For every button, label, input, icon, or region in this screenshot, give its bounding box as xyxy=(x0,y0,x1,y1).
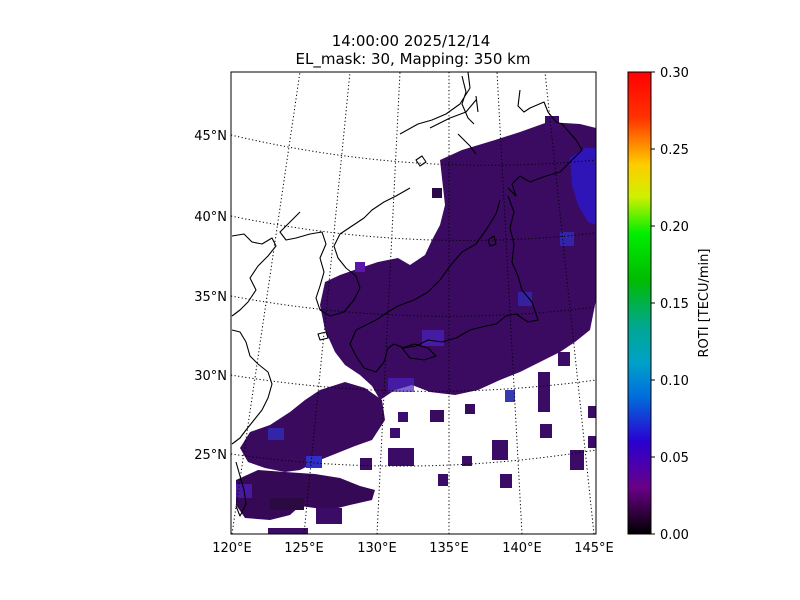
roti-cell xyxy=(465,404,475,414)
parallel-45 xyxy=(231,134,596,166)
roti-cell xyxy=(438,474,448,486)
colorbar-tick-label: 0.15 xyxy=(660,297,689,312)
roti-cell xyxy=(505,390,515,402)
roti-cell xyxy=(360,458,372,470)
roti-cell xyxy=(398,412,408,422)
roti-cell xyxy=(306,456,322,468)
coastline-taiwan xyxy=(235,461,247,517)
roti-cell xyxy=(570,450,584,470)
roti-cell xyxy=(462,456,472,466)
coastline-sado xyxy=(487,235,497,247)
title-line-2: EL_mask: 30, Mapping: 350 km xyxy=(296,50,531,69)
coastline-hokkaido xyxy=(507,89,583,197)
parallel-25 xyxy=(231,449,596,467)
roti-cell xyxy=(430,410,444,422)
coastline-shikoku xyxy=(401,343,437,361)
coastline-small-island xyxy=(415,155,427,167)
roti-cell xyxy=(316,508,342,524)
roti-cell xyxy=(388,378,414,392)
colorbar-label: ROTI [TECU/min] xyxy=(697,249,712,358)
graticule-parallels xyxy=(231,134,596,467)
roti-cell xyxy=(500,474,512,488)
coastline-sakhalin xyxy=(429,75,479,129)
roti-cell xyxy=(390,428,400,438)
lon-tick-label: 140°E xyxy=(502,541,542,556)
lon-tick-labels: 120°E 125°E 130°E 135°E 140°E 145°E xyxy=(212,541,614,556)
lon-tick-label: 135°E xyxy=(429,541,469,556)
coastline-korea xyxy=(279,187,411,317)
roti-cell xyxy=(588,406,596,418)
lon-tick-label: 120°E xyxy=(212,541,252,556)
colorbar-tick-label: 0.25 xyxy=(660,143,689,158)
parallel-30 xyxy=(231,374,596,392)
colorbar-tick-label: 0.10 xyxy=(660,374,689,389)
roti-cell xyxy=(422,330,444,346)
coastline-china-liaodong xyxy=(231,233,277,317)
colorbar-tick-label: 0.00 xyxy=(660,528,689,543)
coastlines xyxy=(231,72,583,517)
roti-cell xyxy=(492,440,508,460)
colorbar-tick-label: 0.05 xyxy=(660,451,689,466)
graticule-meridians xyxy=(231,72,595,534)
roti-cell xyxy=(270,498,304,510)
coastline-honshu-west xyxy=(367,199,501,325)
roti-cell xyxy=(560,232,574,246)
roti-cell xyxy=(268,428,284,440)
meridian-120 xyxy=(231,72,301,534)
colorbar-tick-label: 0.20 xyxy=(660,220,689,235)
coastline-china-east xyxy=(231,329,273,445)
colorbar-tick-label: 0.30 xyxy=(660,66,689,81)
lon-tick-label: 125°E xyxy=(284,541,324,556)
roti-cell xyxy=(588,436,596,448)
lat-tick-label: 35°N xyxy=(194,290,227,305)
roti-region-hokkaido-east-enhanced xyxy=(570,148,596,225)
roti-cell xyxy=(355,262,365,272)
lat-tick-label: 40°N xyxy=(194,210,227,225)
roti-region-japan-mainland xyxy=(320,122,596,400)
meridian-140 xyxy=(496,72,523,534)
roti-cell xyxy=(268,528,308,534)
map-frame xyxy=(230,71,597,535)
lat-tick-label: 45°N xyxy=(194,129,227,144)
lon-tick-label: 145°E xyxy=(574,541,614,556)
parallel-40 xyxy=(231,215,596,241)
map-area xyxy=(230,71,597,535)
roti-cell xyxy=(538,372,550,412)
roti-cell xyxy=(432,188,442,198)
colorbar-gradient xyxy=(627,71,652,535)
lat-tick-label: 25°N xyxy=(194,448,227,463)
roti-cell xyxy=(545,116,559,130)
colorbar: 0.00 0.05 0.10 0.15 0.20 0.25 0.30 ROTI … xyxy=(627,66,712,543)
coastline-kyushu xyxy=(349,323,395,373)
title-line-1: 14:00:00 2025/12/14 xyxy=(332,32,491,50)
coastline-jeju xyxy=(317,331,329,341)
colorbar-ticks xyxy=(651,71,655,535)
roti-cell xyxy=(540,424,552,438)
roti-cell xyxy=(388,448,414,466)
lat-tick-label: 30°N xyxy=(194,369,227,384)
lat-tick-labels: 25°N 30°N 35°N 40°N 45°N xyxy=(194,129,227,463)
coastline-honshu-south xyxy=(393,325,487,349)
coastline-honshu-north xyxy=(485,195,539,327)
coastline-russia-coast xyxy=(399,72,477,155)
meridian-130 xyxy=(376,72,401,534)
roti-region-korea-east-china-sea xyxy=(240,382,385,472)
roti-data-field xyxy=(236,116,596,534)
roti-cell xyxy=(558,352,570,366)
roti-cell xyxy=(518,292,532,306)
parallel-35 xyxy=(231,295,596,317)
lon-tick-label: 130°E xyxy=(357,541,397,556)
